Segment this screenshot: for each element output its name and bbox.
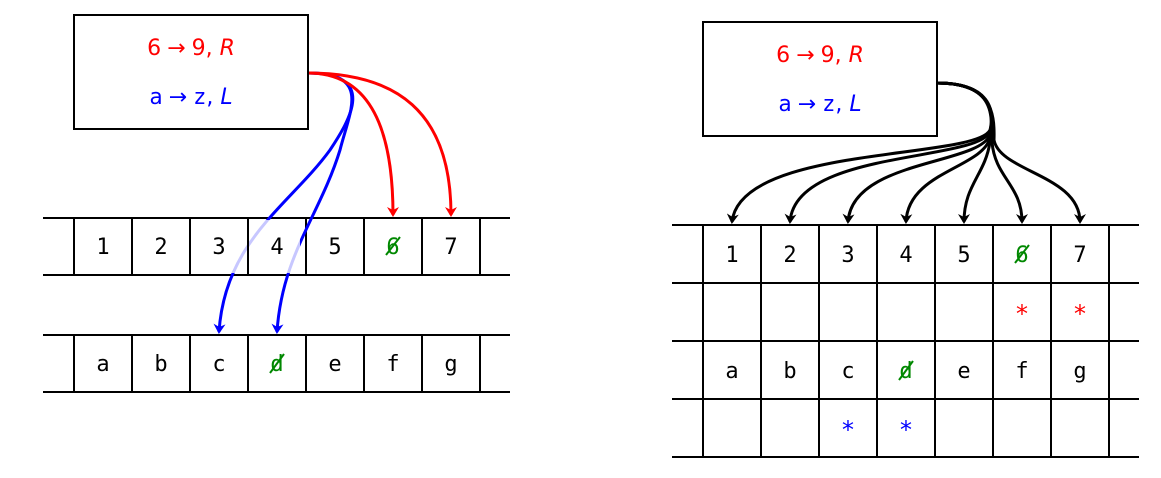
right-strike-6 [1014,244,1030,264]
right-rule-red: 6 → 9, R [776,43,864,68]
right-cell-f: f [1015,359,1028,384]
right-cell-c: c [841,359,854,384]
right-blue-mark-3: * [841,416,855,444]
left-panel: 1 2 3 4 5 6 7 a b c d e f [43,14,510,393]
left-rule-box [73,14,309,130]
right-cell-e: e [957,359,970,384]
right-cell-5: 5 [957,243,970,268]
right-cell-a: a [725,359,738,384]
left-cell-f: f [386,352,399,377]
left-cell-b: b [154,352,167,377]
right-arrow-to-7 [936,81,1086,224]
right-strike-d [898,360,914,381]
left-strike-d [269,353,285,374]
right-fanout-arrows [726,81,1086,224]
left-rule-red: 6 → 9, R [147,36,235,61]
left-cell-e: e [328,352,341,377]
left-cell-4-overlay: 4 [270,235,283,260]
left-cell-3-overlay: 3 [212,235,225,260]
left-cell-2: 2 [154,235,167,260]
right-cell-4: 4 [899,243,912,268]
right-red-mark-7: * [1073,300,1087,328]
right-row-blue-marks: * * [841,416,913,444]
right-panel: 1 2 3 4 5 6 7 * * a b c d e f g [672,21,1139,458]
left-red-arrow-to-7 [307,71,457,217]
left-tape-number-labels-overlay: 3 4 [212,235,283,260]
right-cell-3: 3 [841,243,854,268]
left-cell-7: 7 [444,235,457,260]
right-cell-b: b [783,359,796,384]
right-rule-box [702,21,938,137]
left-tape-letters [43,334,510,393]
left-cell-1: 1 [96,235,109,260]
right-blue-mark-4: * [899,416,913,444]
right-cell-2: 2 [783,243,796,268]
right-cell-7: 7 [1073,243,1086,268]
right-row-numbers: 1 2 3 4 5 6 7 [725,243,1086,268]
right-grid [672,224,1139,458]
left-cell-c: c [212,352,225,377]
left-cell-5: 5 [328,235,341,260]
left-strike-6 [385,236,401,256]
left-cell-a: a [96,352,109,377]
right-cell-g: g [1073,359,1086,384]
right-cell-1: 1 [725,243,738,268]
right-row-red-marks: * * [1015,300,1087,328]
left-red-arrow-to-6 [307,71,399,217]
right-rule-blue: a → z, L [778,92,861,117]
right-red-mark-6: * [1015,300,1029,328]
left-rule-blue: a → z, L [149,85,232,110]
left-cell-g: g [444,352,457,377]
